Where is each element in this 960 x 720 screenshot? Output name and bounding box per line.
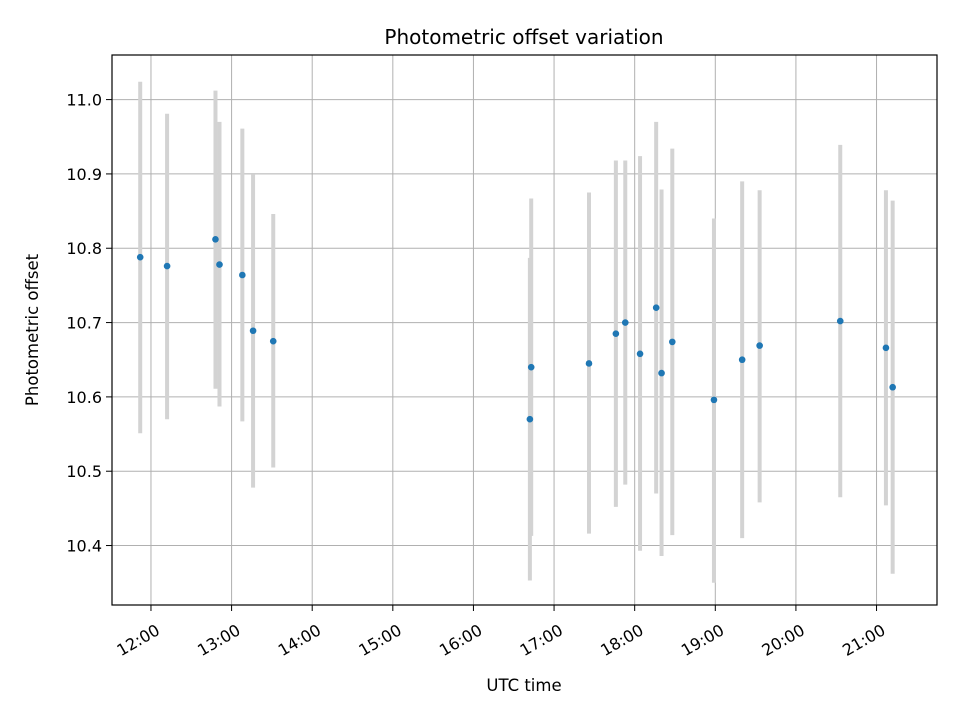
- data-point: [710, 396, 718, 404]
- chart-title: Photometric offset variation: [384, 25, 663, 49]
- data-point: [882, 344, 890, 352]
- y-tick-label: 10.8: [66, 239, 102, 258]
- data-point: [612, 330, 620, 338]
- data-point: [889, 383, 896, 391]
- grid-lines: [112, 55, 937, 605]
- data-point: [669, 338, 676, 346]
- data-point: [163, 262, 171, 270]
- x-axis-label: UTC time: [486, 676, 561, 695]
- data-point: [738, 356, 746, 364]
- data-points: [136, 236, 896, 423]
- y-tick-label: 10.9: [66, 165, 102, 184]
- data-point: [216, 261, 223, 268]
- data-point: [658, 369, 665, 377]
- y-tick-label: 10.4: [66, 537, 102, 556]
- plot-frame: [111, 54, 938, 606]
- y-tick-label: 10.5: [66, 462, 102, 481]
- y-axis-label: Photometric offset: [23, 253, 42, 406]
- data-point: [136, 253, 144, 261]
- data-point: [526, 415, 534, 423]
- y-tick-label: 10.6: [66, 388, 102, 407]
- data-point: [269, 337, 277, 345]
- data-point: [585, 360, 593, 367]
- data-point: [836, 317, 844, 325]
- y-axis-ticks: 10.4 10.5 10.6 10.7 10.8 10.9 11.0: [66, 91, 112, 556]
- data-point: [652, 304, 660, 312]
- data-point: [249, 327, 257, 335]
- y-tick-label: 10.7: [66, 314, 102, 333]
- data-point: [636, 350, 644, 358]
- y-tick-label: 11.0: [66, 91, 102, 110]
- data-point: [756, 342, 763, 349]
- data-point: [621, 319, 629, 326]
- data-point: [527, 363, 535, 371]
- data-point: [239, 271, 246, 279]
- data-point: [212, 236, 219, 243]
